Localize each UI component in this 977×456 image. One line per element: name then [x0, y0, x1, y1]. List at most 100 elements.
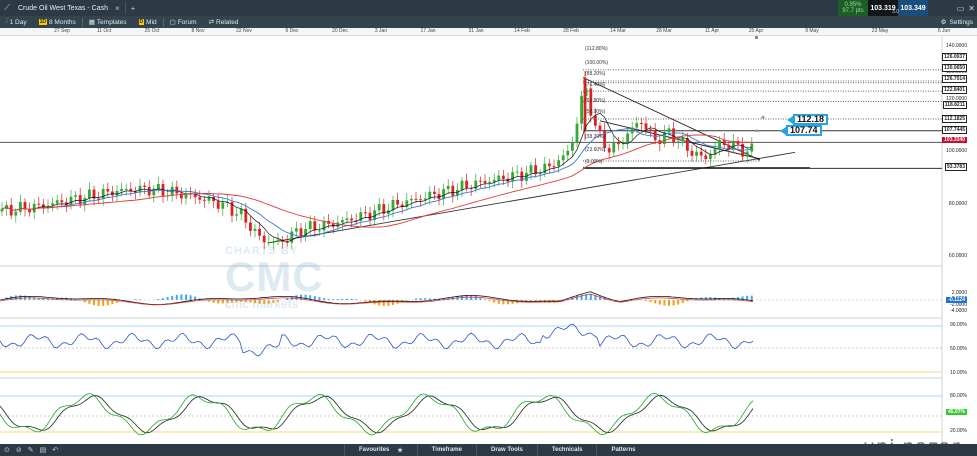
candle-body [534, 165, 537, 175]
candle-body [552, 166, 556, 168]
pencil-icon[interactable]: ✎ [27, 447, 34, 454]
date-tick-label: 11 Apr [704, 28, 720, 34]
macd-axis-label: 2.0000 [951, 290, 967, 296]
ask-price: 103.349 [900, 4, 926, 12]
macd-histogram-bar [488, 300, 491, 302]
candle-body [341, 220, 344, 223]
macd-histogram-bar [442, 298, 445, 300]
undo-icon[interactable]: ↶ [52, 447, 59, 454]
date-axis: 27 Sep 11 Oct 25 Oct 8 Nov 22 Nov 6 Dec 20 Dec… [0, 28, 977, 36]
price-change-box: 0.95% 97.7 pts [838, 0, 868, 16]
related-button[interactable]: ⇄ Related [203, 16, 245, 28]
candle-body [318, 230, 321, 232]
tab-patterns[interactable]: Patterns [596, 444, 649, 456]
macd-histogram-bar [741, 296, 744, 300]
candle-body [571, 142, 574, 151]
macd-histogram-bar [608, 298, 611, 300]
tab-draw-tools[interactable]: Draw Tools [475, 444, 537, 456]
stoch-k-line [0, 392, 754, 436]
candle-body [396, 199, 399, 205]
candle-body [589, 88, 593, 116]
tab-draw-tools-label: Draw Tools [490, 447, 523, 453]
close-window-icon[interactable]: ✕ [968, 3, 975, 13]
buy-price-button[interactable]: 103.349 [898, 0, 928, 16]
macd-histogram-bar [589, 294, 592, 300]
rsi-line [0, 323, 754, 357]
fib-percent-label: (100.00%) [585, 60, 609, 66]
new-tab-icon[interactable]: + [130, 3, 136, 13]
macd-histogram-bar [295, 295, 298, 300]
level-price-label: 126.0037 [942, 53, 967, 61]
tab-favourites-label: Favourites [359, 447, 390, 453]
tab-technicals[interactable]: Technicals [536, 444, 597, 456]
stoch-d-line [0, 394, 754, 434]
divider [162, 17, 164, 27]
macd-histogram-bar [419, 298, 422, 300]
no-draw-icon[interactable]: ⊘ [15, 447, 22, 454]
macd-histogram-bar [134, 299, 137, 300]
rsi-axis-label: 90.00% [950, 322, 967, 328]
date-tick-label: 9 May [805, 28, 819, 34]
candle-body [423, 198, 427, 200]
macd-histogram-bar [474, 296, 477, 300]
macd-histogram-bar [750, 295, 753, 300]
candle-body [331, 223, 335, 227]
candle-body [253, 228, 257, 231]
price-type-selector[interactable]: D Mid [133, 16, 163, 28]
candle-body [308, 221, 312, 230]
chart-type-icon: ⫶ [6, 18, 8, 25]
macd-histogram-bar [272, 300, 275, 303]
close-tab-icon[interactable]: × [115, 3, 120, 13]
popout-icon[interactable]: ▭ [956, 3, 965, 13]
candle-body [272, 241, 275, 243]
candle-body [345, 218, 349, 221]
candle-body [285, 241, 289, 243]
interval-selector[interactable]: ⫶ 1 Day [0, 16, 33, 28]
chart-tab-icon[interactable]: ⟋ [4, 3, 10, 12]
macd-histogram-bar [594, 295, 597, 300]
candle-body [497, 175, 501, 180]
bottom-tabs: Favourites ★ Timeframe Draw Tools Techni… [344, 444, 649, 456]
divider [124, 2, 126, 14]
crosshair-icon[interactable]: ⊙ [4, 447, 10, 454]
macd-histogram-bar [180, 294, 183, 300]
candle-body [60, 200, 64, 203]
macd-histogram-bar [97, 300, 100, 306]
candle-body [382, 204, 386, 214]
date-tick-label: 17 Jan [420, 28, 436, 34]
macd-histogram-bar [162, 298, 164, 300]
macd-histogram-bar [171, 295, 174, 300]
candle-body [433, 191, 436, 195]
macd-histogram-bar [318, 297, 321, 300]
tab-technicals-label: Technicals [551, 447, 583, 453]
macd-histogram-bar [327, 298, 330, 300]
date-tick-label: 14 Mar [610, 28, 626, 34]
templates-button[interactable]: ▦ Templates [83, 16, 133, 28]
tab-favourites[interactable]: Favourites ★ [344, 444, 417, 456]
price-chart[interactable] [0, 36, 977, 444]
candle-body [612, 142, 616, 153]
candle-body [249, 222, 252, 231]
trash-icon[interactable]: ▤ [39, 447, 47, 454]
macd-histogram-bar [686, 300, 689, 302]
candle-body [51, 203, 54, 206]
macd-histogram-bar [111, 300, 114, 305]
candle-body [373, 210, 376, 220]
sell-price-button[interactable]: 103.319 [868, 0, 898, 16]
candle-body [699, 151, 703, 156]
candle-body [529, 165, 533, 173]
tab-timeframe[interactable]: Timeframe [416, 444, 476, 456]
candle-body [405, 200, 409, 207]
range-selector[interactable]: 1D 8 Months [33, 16, 82, 28]
candle-body [391, 199, 395, 211]
macd-histogram-bar [727, 298, 730, 300]
window-title[interactable]: Crude Oil West Texas - Cash [18, 4, 108, 12]
settings-button[interactable]: ⚙ Settings [941, 16, 973, 28]
date-tick-label: 25 Oct [144, 28, 160, 34]
candle-body [594, 115, 597, 126]
macd-histogram-bar [668, 300, 670, 306]
date-tick-label: 31 Jan [468, 28, 484, 34]
macd-histogram-bar [286, 298, 289, 300]
forum-button[interactable]: ▢ Forum [164, 16, 203, 28]
candle-body [676, 141, 680, 143]
